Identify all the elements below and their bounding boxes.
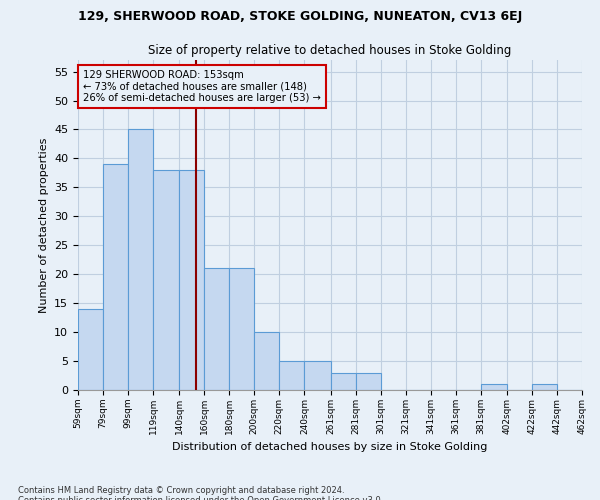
Bar: [254, 332, 280, 390]
Bar: [280, 361, 304, 390]
Y-axis label: Number of detached properties: Number of detached properties: [38, 138, 49, 312]
Text: 129 SHERWOOD ROAD: 153sqm
← 73% of detached houses are smaller (148)
26% of semi: 129 SHERWOOD ROAD: 153sqm ← 73% of detac…: [83, 70, 321, 103]
Bar: [229, 268, 254, 390]
Title: Size of property relative to detached houses in Stoke Golding: Size of property relative to detached ho…: [148, 44, 512, 58]
X-axis label: Distribution of detached houses by size in Stoke Golding: Distribution of detached houses by size …: [172, 442, 488, 452]
Bar: [103, 164, 128, 390]
Bar: [78, 309, 103, 390]
Bar: [205, 268, 229, 390]
Bar: [153, 170, 179, 390]
Text: 129, SHERWOOD ROAD, STOKE GOLDING, NUNEATON, CV13 6EJ: 129, SHERWOOD ROAD, STOKE GOLDING, NUNEA…: [78, 10, 522, 23]
Bar: [356, 372, 380, 390]
Bar: [304, 361, 331, 390]
Bar: [179, 170, 205, 390]
Bar: [481, 384, 507, 390]
Text: Contains public sector information licensed under the Open Government Licence v3: Contains public sector information licen…: [18, 496, 383, 500]
Bar: [532, 384, 557, 390]
Bar: [331, 372, 356, 390]
Text: Contains HM Land Registry data © Crown copyright and database right 2024.: Contains HM Land Registry data © Crown c…: [18, 486, 344, 495]
Bar: [128, 130, 153, 390]
